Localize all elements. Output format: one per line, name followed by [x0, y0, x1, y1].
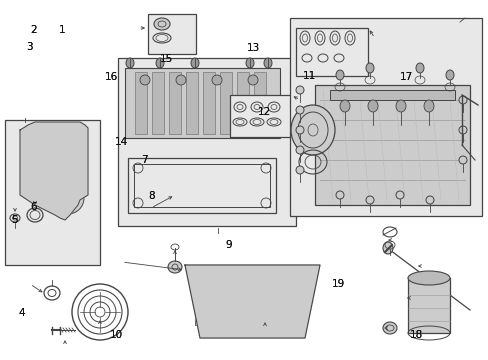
- Text: 12: 12: [257, 107, 270, 117]
- Ellipse shape: [425, 196, 433, 204]
- Ellipse shape: [168, 261, 182, 273]
- Ellipse shape: [295, 106, 304, 114]
- Text: 9: 9: [225, 240, 232, 250]
- Text: 6: 6: [30, 202, 37, 212]
- Ellipse shape: [191, 58, 199, 68]
- Text: 13: 13: [246, 42, 260, 53]
- Ellipse shape: [245, 58, 253, 68]
- Ellipse shape: [126, 58, 134, 68]
- Ellipse shape: [247, 75, 258, 85]
- Text: 19: 19: [331, 279, 345, 289]
- Bar: [314, 85, 469, 205]
- Ellipse shape: [52, 182, 84, 214]
- Bar: [152, 72, 163, 134]
- Text: 7: 7: [141, 155, 147, 165]
- Bar: [118, 58, 295, 226]
- Text: 8: 8: [148, 191, 155, 201]
- Ellipse shape: [295, 126, 304, 134]
- Bar: [195, 275, 305, 325]
- Bar: [203, 72, 215, 134]
- Ellipse shape: [140, 75, 150, 85]
- Bar: [237, 72, 248, 134]
- Ellipse shape: [395, 191, 403, 199]
- Ellipse shape: [39, 144, 51, 156]
- Ellipse shape: [445, 70, 453, 80]
- Text: 11: 11: [302, 71, 315, 81]
- Bar: [289, 18, 481, 216]
- Text: 2: 2: [30, 24, 37, 35]
- Ellipse shape: [339, 100, 349, 112]
- Ellipse shape: [407, 271, 449, 285]
- Text: 18: 18: [409, 330, 423, 340]
- Ellipse shape: [212, 75, 222, 85]
- Ellipse shape: [365, 196, 373, 204]
- Text: 8: 8: [148, 191, 155, 201]
- Ellipse shape: [176, 75, 185, 85]
- Text: 5: 5: [11, 215, 18, 225]
- Polygon shape: [184, 265, 319, 338]
- Text: 13: 13: [246, 42, 260, 53]
- Ellipse shape: [365, 63, 373, 73]
- Bar: [185, 72, 198, 134]
- Text: 17: 17: [399, 72, 413, 82]
- Bar: [253, 72, 265, 134]
- Bar: [135, 72, 147, 134]
- Ellipse shape: [382, 322, 396, 334]
- Bar: [220, 72, 231, 134]
- Bar: [329, 90, 454, 100]
- Bar: [169, 72, 181, 134]
- Ellipse shape: [458, 156, 466, 164]
- Text: 12: 12: [257, 107, 270, 117]
- Text: 11: 11: [302, 71, 315, 81]
- Text: 19: 19: [331, 279, 345, 289]
- Ellipse shape: [367, 100, 377, 112]
- Text: 1: 1: [59, 24, 66, 35]
- Text: 4: 4: [19, 308, 25, 318]
- Text: 7: 7: [141, 155, 147, 165]
- Ellipse shape: [423, 100, 433, 112]
- Text: 1: 1: [59, 24, 66, 35]
- Text: 14: 14: [114, 137, 128, 147]
- Text: 14: 14: [114, 137, 128, 147]
- Bar: [407, 278, 449, 333]
- Text: 10: 10: [110, 330, 122, 340]
- Polygon shape: [20, 122, 88, 220]
- Ellipse shape: [295, 86, 304, 94]
- Text: 18: 18: [409, 330, 423, 340]
- Ellipse shape: [415, 63, 423, 73]
- Text: 9: 9: [225, 240, 232, 250]
- Text: 16: 16: [104, 72, 118, 82]
- Ellipse shape: [335, 191, 343, 199]
- Ellipse shape: [458, 96, 466, 104]
- Text: 15: 15: [159, 54, 173, 64]
- Text: 3: 3: [26, 42, 33, 52]
- Text: 3: 3: [26, 42, 33, 52]
- Bar: [5, 120, 100, 265]
- Bar: [295, 28, 367, 76]
- Text: 2: 2: [30, 24, 37, 35]
- Ellipse shape: [295, 146, 304, 154]
- Ellipse shape: [156, 58, 163, 68]
- Text: 4: 4: [19, 308, 25, 318]
- Bar: [128, 158, 275, 213]
- Ellipse shape: [458, 126, 466, 134]
- Ellipse shape: [295, 166, 304, 174]
- Ellipse shape: [259, 287, 270, 295]
- Text: 5: 5: [11, 215, 18, 225]
- Ellipse shape: [264, 58, 271, 68]
- Ellipse shape: [395, 100, 405, 112]
- Ellipse shape: [382, 242, 392, 254]
- Ellipse shape: [290, 105, 334, 155]
- Text: 15: 15: [159, 54, 173, 64]
- Text: 17: 17: [399, 72, 413, 82]
- Ellipse shape: [154, 18, 170, 30]
- Text: 10: 10: [110, 330, 122, 340]
- Text: 6: 6: [30, 202, 37, 212]
- Ellipse shape: [335, 70, 343, 80]
- Text: 16: 16: [104, 72, 118, 82]
- Bar: [148, 14, 196, 54]
- Bar: [134, 164, 269, 207]
- Bar: [125, 68, 280, 138]
- Bar: [229, 95, 291, 137]
